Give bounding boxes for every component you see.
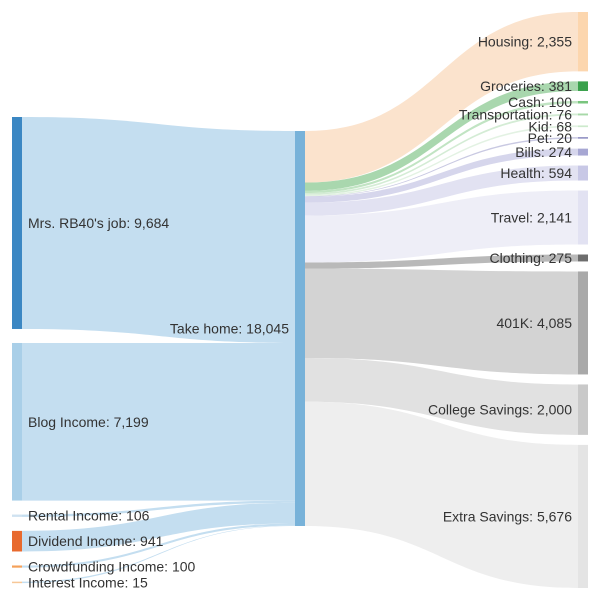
node-mrs-rb40-s-job <box>12 117 22 329</box>
label-health: Health: 594 <box>500 165 572 181</box>
label-college-savings: College Savings: 2,000 <box>428 402 572 418</box>
node-housing <box>578 12 588 72</box>
flow-take-home-to-college-savings <box>305 357 578 435</box>
flow-interest-income-to-take-home <box>22 525 295 584</box>
flow-take-home-to-pet <box>305 137 578 197</box>
node-transportation <box>578 113 588 116</box>
node-take-home <box>295 131 305 526</box>
label-rental-income: Rental Income: 106 <box>28 508 150 524</box>
flow-take-home-to-401k <box>305 268 578 375</box>
label-dividend-income: Dividend Income: 941 <box>28 533 164 549</box>
node-extra-savings <box>578 444 588 588</box>
node-rental-income <box>12 514 22 517</box>
node-groceries <box>578 81 588 91</box>
flow-take-home-to-housing <box>305 12 578 183</box>
label-bills: Bills: 274 <box>515 144 572 160</box>
node-blog-income <box>12 342 22 501</box>
label-housing: Housing: 2,355 <box>478 34 572 50</box>
flow-rental-income-to-take-home <box>22 500 295 517</box>
flow-dividend-income-to-take-home <box>22 502 295 552</box>
flow-take-home-to-extra-savings <box>305 401 578 588</box>
node-travel <box>578 190 588 245</box>
flow-take-home-to-health <box>305 165 578 216</box>
label-interest-income: Interest Income: 15 <box>28 574 148 590</box>
node-401k <box>578 271 588 375</box>
node-clothing <box>578 254 588 262</box>
label-pet: Pet: 20 <box>528 130 573 146</box>
label-travel: Travel: 2,141 <box>491 210 572 226</box>
flow-crowdfunding-income-to-take-home <box>22 523 295 568</box>
node-health <box>578 165 588 181</box>
node-dividend-income <box>12 530 22 552</box>
flow-take-home-to-travel <box>305 190 578 263</box>
label-cash: Cash: 100 <box>508 94 572 110</box>
node-bills <box>578 148 588 156</box>
node-labels: Mrs. RB40's job: 9,684 Blog Income: 7,199… <box>28 34 572 591</box>
label-take-home: Take home: 18,045 <box>170 321 289 337</box>
label-clothing: Clothing: 275 <box>489 250 572 266</box>
flow-take-home-to-transportation <box>305 113 578 195</box>
flow-take-home-to-kid <box>305 125 578 197</box>
node-kid <box>578 125 588 128</box>
flow-take-home-to-cash <box>305 100 578 194</box>
node-college-savings <box>578 384 588 435</box>
flow-take-home-to-bills <box>305 148 578 203</box>
node-crowdfunding-income <box>12 565 22 568</box>
label-401k: 401K: 4,085 <box>496 315 572 331</box>
node-pet <box>578 137 588 139</box>
node-cash <box>578 100 588 104</box>
flow-mrs-rb40-s-job-to-take-home <box>22 117 295 343</box>
nodes <box>12 12 588 588</box>
label-extra-savings: Extra Savings: 5,676 <box>443 508 572 524</box>
flow-take-home-to-groceries <box>305 81 578 191</box>
label-mrs-rb40-s-job: Mrs. RB40's job: 9,684 <box>28 215 169 231</box>
flow-blog-income-to-take-home <box>22 342 295 501</box>
label-transportation: Transportation: 76 <box>459 106 572 122</box>
label-blog-income: Blog Income: 7,199 <box>28 414 149 430</box>
label-kid: Kid: 68 <box>528 118 572 134</box>
label-crowdfunding-income: Crowdfunding Income: 100 <box>28 559 196 575</box>
flow-links <box>22 12 578 588</box>
label-groceries: Groceries: 381 <box>480 78 572 94</box>
flow-take-home-to-clothing <box>305 254 578 269</box>
node-interest-income <box>12 581 22 584</box>
